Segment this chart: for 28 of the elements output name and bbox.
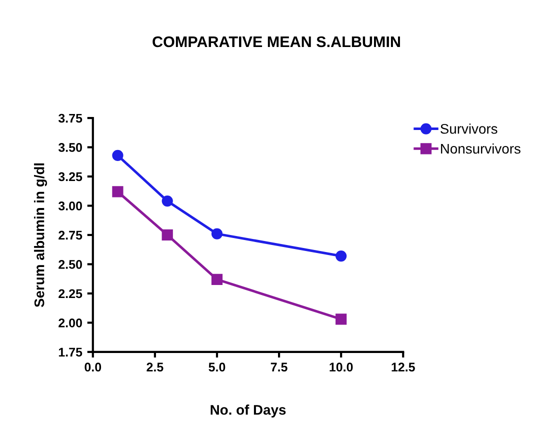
point — [211, 228, 223, 240]
y-tick-label: 2.75 — [58, 230, 82, 240]
x-tick-label: 10.0 — [330, 362, 353, 372]
x-tick-label: 5.0 — [208, 362, 226, 372]
x-tick-label: 2.5 — [146, 362, 164, 372]
point — [112, 186, 124, 198]
y-tick-label: 3.75 — [58, 114, 82, 123]
y-axis-title: Serum albumin in g/dl — [34, 163, 48, 308]
x-axis-title: No. of Days — [210, 404, 286, 418]
point — [336, 314, 347, 325]
y-tick-label: 3.25 — [58, 172, 82, 182]
point — [162, 196, 173, 207]
point — [112, 150, 124, 161]
y-tick-label: 2.25 — [58, 289, 82, 298]
y-tick-label: 3.50 — [58, 143, 82, 152]
chart-title: COMPARATIVE MEAN S.ALBUMIN — [152, 36, 400, 48]
x-tick-label: 7.5 — [270, 362, 288, 372]
y-tick-label: 2.50 — [58, 260, 82, 269]
point — [336, 250, 347, 262]
y-tick-label: 1.75 — [58, 348, 82, 357]
y-tick-label: 3.00 — [58, 202, 82, 210]
x-tick-label: 12.5 — [392, 362, 415, 372]
legend-label: Nonsurvivors — [441, 143, 520, 154]
x-tick-label: 0.0 — [84, 362, 102, 372]
y-tick-label: 2.00 — [58, 318, 82, 328]
legend-label: Survivors — [440, 124, 498, 134]
point — [162, 229, 173, 241]
point — [211, 274, 223, 285]
